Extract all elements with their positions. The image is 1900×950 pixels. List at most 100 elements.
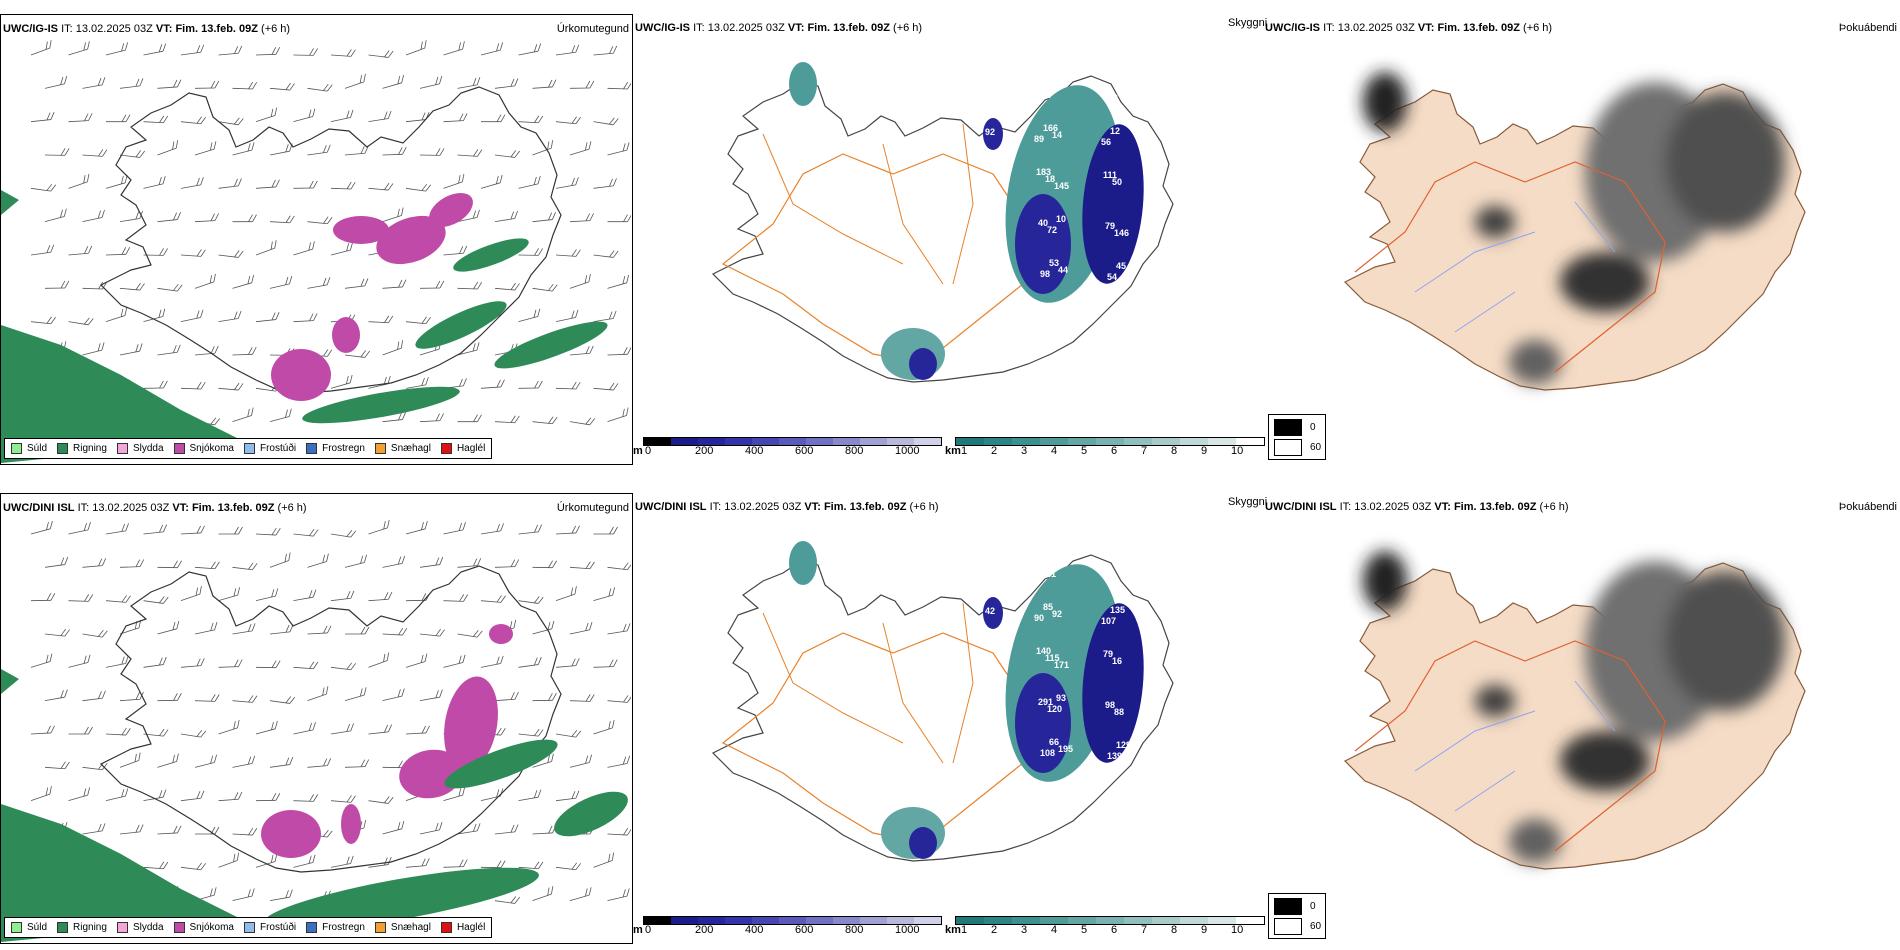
legend-item: Súld [11, 443, 47, 454]
ceiling-label: 53 [1049, 258, 1059, 268]
wind-barb [180, 729, 207, 738]
legend-label: Snæhagl [390, 443, 431, 454]
wind-barb [307, 144, 331, 156]
wind-barb [382, 555, 406, 568]
wind-barb [518, 861, 544, 870]
visibility-colorbar: km 1 2 3 4 5 6 7 8 9 10 [945, 916, 1265, 942]
ceiling-label: 98 [1040, 269, 1050, 279]
wind-barb [44, 761, 70, 770]
wind-barb [293, 313, 318, 323]
panel-title: UWC/IG-IS IT: 13.02.2025 03Z VT: Fim. 13… [1265, 22, 1553, 34]
fog-legend-item: 60 [1274, 918, 1321, 935]
wind-barb [382, 340, 404, 356]
ceiling-label: 108 [1040, 748, 1055, 758]
wind-barb [593, 250, 619, 258]
wind-barb [232, 695, 258, 703]
wind-barb [105, 307, 128, 323]
wind-barb [593, 659, 618, 668]
wind-barb [157, 620, 180, 635]
wind-barb [30, 183, 57, 192]
rain-sea-w [1, 669, 19, 694]
colorbar-tick: 200 [695, 445, 714, 457]
ceiling-label: 92 [1052, 609, 1062, 619]
fog-area [1509, 819, 1561, 863]
wind-barb [443, 173, 465, 189]
wind-barb [194, 141, 217, 156]
ceiling-label: 195 [1058, 744, 1073, 754]
ceiling-label: 54 [1107, 272, 1117, 282]
wind-barb [555, 586, 577, 602]
wind-barb [532, 140, 554, 156]
low-ceiling-area [1082, 603, 1144, 763]
wind-barb [593, 382, 619, 391]
colorbar-cell [779, 438, 806, 445]
legend-swatch [11, 443, 22, 454]
colorbar-tick: 5 [1081, 445, 1088, 457]
fog-legend-item: 0 [1274, 419, 1316, 436]
wind-barb [443, 41, 465, 56]
wind-barb [68, 173, 90, 189]
ceiling-colorbar: m 0 200 400 600 800 1000 [633, 437, 942, 463]
colorbar-tick: 8 [1171, 445, 1178, 457]
panel-title: UWC/DINI ISL IT: 13.02.2025 03Z VT: Fim.… [1265, 501, 1569, 513]
low-ceiling-area [1015, 194, 1071, 294]
wind-barb [518, 115, 544, 124]
wind-barbs [30, 40, 631, 426]
legend-item: Haglél [440, 443, 485, 454]
wind-barb [607, 827, 631, 836]
legend-label: Snæhagl [390, 922, 431, 933]
wind-barb [180, 525, 205, 535]
colorbar-cell [1208, 917, 1236, 924]
wind-barb [255, 720, 278, 735]
colorbar-cell [1096, 438, 1124, 445]
rain-area [494, 321, 608, 369]
wind-barb [382, 279, 407, 289]
road-network [1354, 161, 1666, 373]
ceiling-label: 107 [1101, 616, 1116, 626]
wind-barb [232, 407, 254, 423]
wind-barb [269, 889, 293, 902]
colorbar-tick: 0 [645, 445, 652, 457]
fog-area [1509, 340, 1561, 384]
ceiling-label: 139 [1107, 751, 1122, 761]
colorbar-tick: 2 [991, 445, 998, 457]
legend-item: Súld [11, 922, 47, 933]
wind-barb [330, 242, 353, 256]
wind-barb [555, 729, 582, 738]
colorbar-cell [956, 917, 984, 924]
wind-barb [569, 345, 594, 356]
legend-label: Snjókoma [189, 922, 234, 933]
snow-area [376, 215, 446, 265]
fog-legend-label: 60 [1310, 921, 1322, 932]
colorbar-cell [806, 917, 833, 924]
wind-barb [569, 80, 595, 89]
wind-barbs [30, 519, 631, 904]
wind-barb [607, 407, 629, 423]
wind-barb [44, 556, 69, 568]
colorbar-tick: 6 [1111, 924, 1118, 936]
fog-legend-swatch [1274, 898, 1302, 915]
fog-panel-row1: UWC/IG-IS IT: 13.02.2025 03Z VT: Fim. 13… [1263, 14, 1900, 465]
colorbar-tick: 1 [961, 445, 968, 457]
wind-barb [232, 81, 258, 90]
wind-barb [105, 727, 131, 736]
wind-barb [382, 207, 404, 223]
wind-barb [255, 179, 280, 189]
wind-barb [532, 212, 557, 223]
wind-barb [607, 214, 631, 223]
wind-barb [382, 688, 405, 702]
wind-barb [555, 309, 579, 323]
wind-barb [480, 860, 506, 869]
wind-barb [30, 112, 55, 123]
ceiling-label: 85 [1043, 602, 1053, 612]
colorbar-cell [806, 438, 833, 445]
colorbar-unit: km [945, 924, 961, 936]
wind-barb [157, 344, 181, 356]
wind-barb [443, 594, 469, 602]
wind-barb [82, 823, 106, 835]
rain-sea-sw [1, 325, 241, 463]
fog-panel-row2: UWC/DINI ISL IT: 13.02.2025 03Z VT: Fim.… [1263, 493, 1900, 944]
colorbar-tick: 1000 [895, 445, 920, 457]
wind-barb [532, 560, 557, 569]
ceiling-label: 183 [1036, 167, 1051, 177]
